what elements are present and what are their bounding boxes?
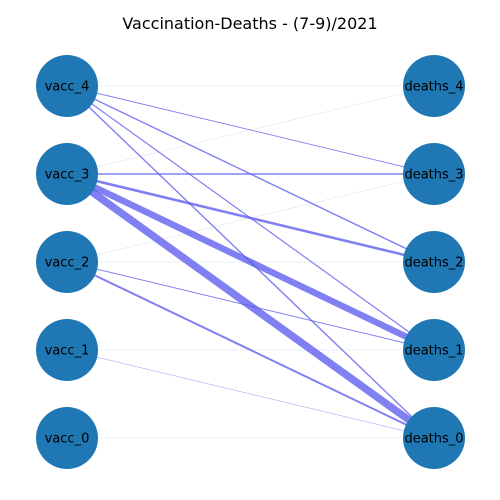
node-circle <box>36 407 98 469</box>
chart-title: Vaccination-Deaths - (7-9)/2021 <box>122 14 377 33</box>
node-circle <box>36 231 98 293</box>
node-vacc_4: vacc_4 <box>36 55 98 117</box>
node-deaths_4: deaths_4 <box>403 55 465 117</box>
edges-layer <box>64 85 437 442</box>
node-deaths_0: deaths_0 <box>403 407 465 469</box>
node-label: vacc_1 <box>45 344 90 359</box>
node-deaths_3: deaths_3 <box>403 143 465 205</box>
node-circle <box>403 55 465 117</box>
edge-vacc_3-deaths_1 <box>65 171 436 353</box>
node-label: vacc_2 <box>45 256 90 271</box>
node-label: deaths_2 <box>404 256 463 271</box>
node-label: deaths_4 <box>404 80 463 95</box>
node-label: vacc_0 <box>45 432 90 447</box>
edge-vacc_2-deaths_3 <box>66 173 435 263</box>
node-vacc_0: vacc_0 <box>36 407 98 469</box>
node-circle <box>403 407 465 469</box>
node-vacc_1: vacc_1 <box>36 319 98 381</box>
edge-vacc_2-deaths_1 <box>66 261 435 351</box>
node-circle <box>36 143 98 205</box>
node-circle <box>36 55 98 117</box>
edge-vacc_3-deaths_4 <box>66 85 435 175</box>
node-label: deaths_3 <box>404 168 463 183</box>
node-vacc_2: vacc_2 <box>36 231 98 293</box>
node-circle <box>36 319 98 381</box>
edge-vacc_4-deaths_3 <box>66 85 435 175</box>
nodes-layer: vacc_4 vacc_3 vacc_2 vacc_1 vacc_0 deaths_4de… <box>36 55 465 469</box>
node-deaths_2: deaths_2 <box>403 231 465 293</box>
node-label: vacc_3 <box>45 168 90 183</box>
edge-vacc_3-deaths_2 <box>66 172 435 264</box>
edge-vacc_1-deaths_0 <box>66 349 435 439</box>
node-label: deaths_0 <box>404 432 463 447</box>
edge-vacc_2-deaths_0 <box>66 261 435 439</box>
node-circle <box>403 143 465 205</box>
node-deaths_1: deaths_1 <box>403 319 465 381</box>
node-circle <box>403 231 465 293</box>
node-circle <box>403 319 465 381</box>
node-vacc_3: vacc_3 <box>36 143 98 205</box>
node-label: deaths_1 <box>404 344 463 359</box>
node-label: vacc_4 <box>45 80 90 95</box>
